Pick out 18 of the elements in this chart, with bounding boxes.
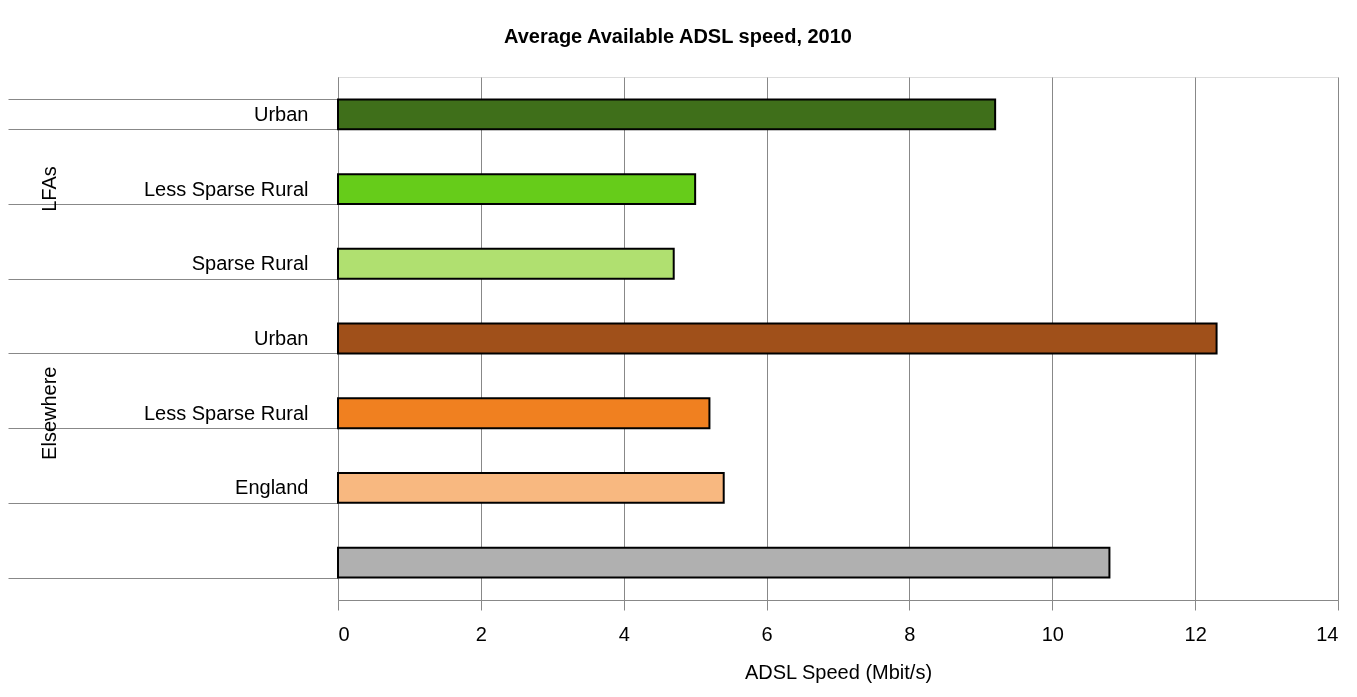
x-tick-label: 6 xyxy=(761,622,773,645)
y-tick-label: England xyxy=(235,476,309,499)
x-tick-label: 14 xyxy=(1316,622,1339,645)
x-tick-label: 12 xyxy=(1184,622,1207,645)
x-tick-label: 0 xyxy=(338,622,350,645)
text: Elsewhere xyxy=(38,366,60,460)
x-tick-label: 2 xyxy=(475,622,487,645)
y-tick-label: Urban xyxy=(254,327,309,349)
y-tick-label: Urban xyxy=(254,102,309,125)
x-tick-label: 4 xyxy=(618,622,630,645)
text: LFAs xyxy=(38,166,60,212)
chart-title: Average Available ADSL speed, 2010 xyxy=(504,25,852,47)
y-tick-label: Less Sparse Rural xyxy=(143,401,309,424)
y-tick-label: Less Sparse Rural xyxy=(143,177,309,200)
x-axis-title: ADSL Speed (Mbit/s) xyxy=(744,660,933,683)
x-tick-label: 10 xyxy=(1041,622,1064,645)
x-tick-label: 8 xyxy=(904,622,916,645)
y-tick-label: Sparse Rural xyxy=(191,252,309,275)
